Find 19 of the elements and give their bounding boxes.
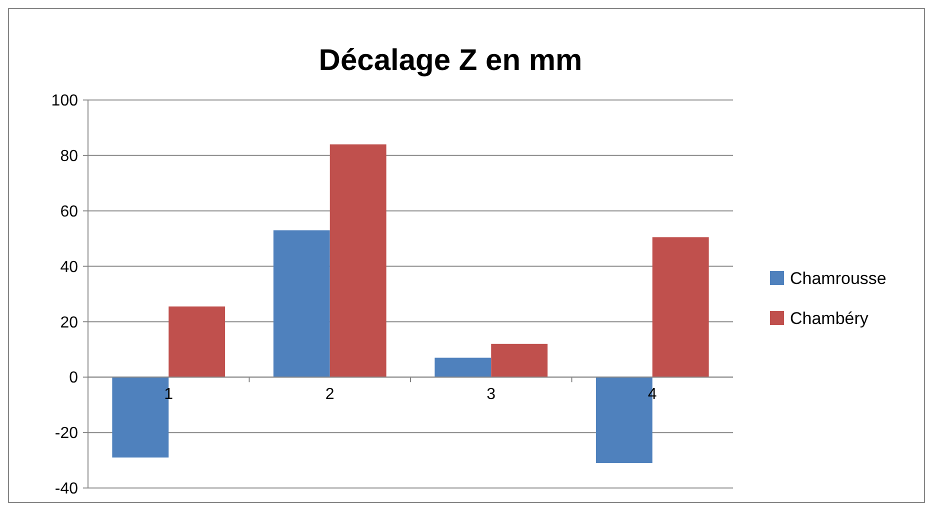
- bar: [652, 237, 709, 378]
- bar: [168, 306, 226, 378]
- y-tick-label: 40: [60, 258, 78, 276]
- y-tick-label: 80: [60, 148, 78, 166]
- bar: [434, 358, 492, 378]
- y-tick-label: -40: [54, 480, 78, 498]
- y-tick-label: 20: [60, 314, 78, 332]
- x-tick-label: 3: [486, 386, 496, 404]
- y-tick-label: 60: [60, 203, 78, 220]
- bar: [491, 344, 548, 378]
- legend-label: Chambéry: [790, 308, 869, 328]
- bar: [273, 230, 330, 378]
- chart-title: Décalage Z en mm: [318, 44, 582, 77]
- legend-label: Chamrousse: [790, 268, 886, 288]
- y-tick-label: 0: [69, 370, 78, 387]
- bar: [330, 144, 386, 378]
- y-tick-label: -20: [54, 425, 78, 442]
- x-tick-label: 2: [325, 386, 334, 404]
- y-tick-label: 100: [51, 92, 78, 110]
